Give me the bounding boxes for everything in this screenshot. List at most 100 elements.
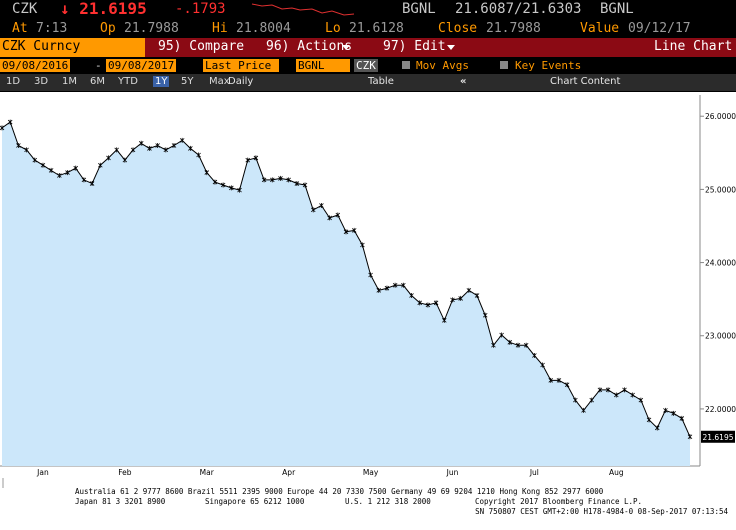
marker (630, 392, 635, 398)
marker (343, 229, 349, 235)
marker (523, 342, 529, 348)
area (2, 122, 690, 466)
edit-button[interactable]: 97) Edit (383, 39, 446, 54)
period-bar: Daily Table « Chart Content 1D 3D 1M 6M YTD 1… (0, 74, 736, 91)
marker (138, 140, 144, 146)
marker (327, 215, 332, 221)
marker (622, 387, 627, 393)
marker (499, 332, 504, 338)
marker (16, 142, 21, 148)
marker (564, 382, 570, 388)
change: -.1793 (175, 1, 226, 17)
x-tick-label: Jan (36, 468, 49, 477)
stat-value: 21.8004 (236, 21, 291, 36)
view-mode[interactable]: Line Chart (654, 39, 733, 54)
period-button[interactable]: 1Y (153, 76, 170, 87)
marker (122, 157, 128, 163)
last-value-label: 21.6195 (702, 433, 733, 442)
security: CZK Curncy (2, 39, 81, 54)
table-button[interactable]: Table (368, 76, 394, 87)
marker (114, 147, 119, 153)
marker (384, 285, 390, 291)
marker (81, 177, 87, 183)
security-box: CZK Curncy (0, 38, 145, 57)
marker (442, 317, 447, 323)
field-select[interactable]: Last Price (203, 59, 279, 72)
x-tick-label: May (363, 468, 379, 477)
marker (294, 181, 300, 187)
marker (614, 392, 619, 398)
marker (130, 147, 136, 153)
marker (589, 397, 594, 403)
bid-ask: 21.6087/21.6303 (455, 1, 582, 17)
stat-value: 21.7988 (124, 21, 179, 36)
footer-contact: Singapore 65 6212 1000 (205, 497, 305, 506)
start-date[interactable]: 09/08/2016 (0, 59, 71, 72)
currency[interactable]: CZK (354, 59, 378, 72)
marker (0, 125, 5, 131)
marker (433, 300, 439, 306)
marker (532, 353, 537, 359)
checkbox[interactable] (500, 61, 508, 69)
marker (474, 293, 480, 299)
footer-contacts: Australia 61 2 9777 8600 Brazil 5511 239… (75, 487, 604, 496)
mov-avgs[interactable]: Mov Avgs (416, 59, 469, 72)
marker (48, 167, 54, 173)
marker (302, 182, 308, 188)
marker (679, 415, 685, 421)
date-separator: - (95, 59, 102, 72)
actions-button[interactable]: 96) Actions (266, 39, 353, 54)
period-button[interactable]: YTD (118, 76, 138, 87)
stat-value: 21.6128 (349, 21, 404, 36)
marker (73, 165, 78, 171)
marker (597, 387, 603, 393)
stat-label: At (12, 21, 28, 36)
checkbox[interactable] (402, 61, 410, 69)
chart-content[interactable]: Chart Content (550, 76, 621, 87)
period-button[interactable]: 3D (34, 76, 49, 87)
key-events[interactable]: Key Events (515, 59, 582, 72)
marker (319, 202, 324, 208)
y-tick-label: 25.0000 (705, 185, 736, 194)
marker (687, 434, 693, 440)
marker (245, 157, 250, 163)
marker (229, 185, 234, 191)
pricing-source[interactable]: BGNL (296, 59, 350, 72)
marker (458, 295, 463, 301)
marker (261, 177, 267, 183)
stat-label: Lo (325, 21, 341, 36)
marker (515, 342, 521, 348)
period-button[interactable]: 1M (62, 76, 77, 87)
marker (24, 147, 29, 153)
marker (425, 302, 431, 308)
collapse-button[interactable]: « (460, 76, 467, 87)
footer-contact: Japan 81 3 3201 8900 (75, 497, 166, 506)
marker (106, 155, 111, 161)
x-tick-label: Feb (118, 468, 132, 477)
period-button[interactable]: Max (209, 76, 230, 87)
marker (32, 157, 38, 163)
frequency[interactable]: Daily (228, 76, 254, 87)
marker (466, 287, 472, 293)
period-button[interactable]: 1D (6, 76, 21, 87)
price: ↓ 21.6195 (60, 0, 147, 18)
marker (89, 181, 95, 187)
marker (7, 119, 13, 125)
source: BGNL (402, 1, 436, 17)
marker (171, 142, 177, 148)
period-button[interactable]: 5Y (181, 76, 194, 87)
end-date[interactable]: 09/08/2017 (106, 59, 177, 72)
marker (450, 297, 455, 303)
marker (212, 179, 218, 185)
marker (401, 282, 406, 288)
last-value-box (701, 430, 735, 443)
marker (310, 207, 316, 213)
compare-button[interactable]: 95) Compare (158, 39, 245, 54)
marker (188, 145, 193, 151)
period-button[interactable]: 6M (90, 76, 105, 87)
marker (335, 212, 341, 218)
marker (646, 417, 652, 423)
menu-bar: CZK Curncy 95) Compare 96) Actions 97) E… (0, 38, 736, 57)
marker (548, 377, 554, 383)
footer-session: SN 750807 CEST GMT+2:00 H178-4984-0 08-S… (475, 507, 728, 516)
